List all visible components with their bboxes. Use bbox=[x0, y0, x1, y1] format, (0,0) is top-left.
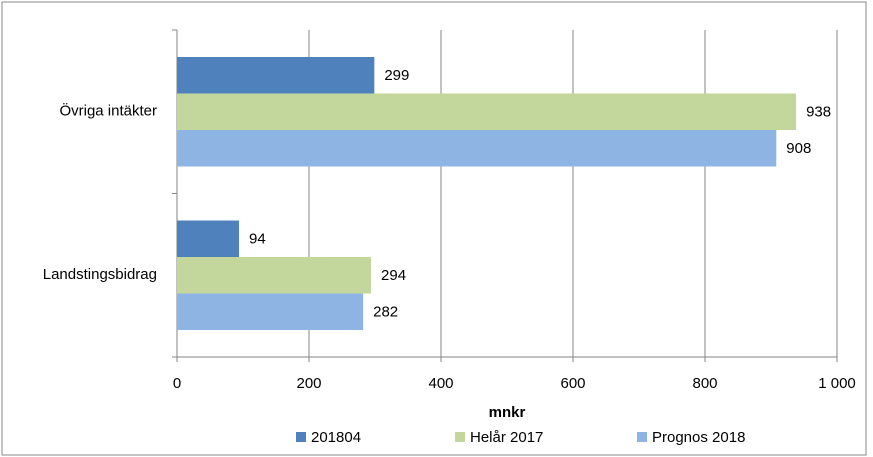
x-tick-label: 600 bbox=[560, 375, 585, 392]
x-tick-label: 800 bbox=[692, 375, 717, 392]
legend-swatch bbox=[455, 432, 465, 442]
bar bbox=[177, 220, 240, 257]
legend-label: Helår 2017 bbox=[470, 429, 543, 446]
y-tick-label: Landstingsbidrag bbox=[43, 266, 157, 283]
data-label: 294 bbox=[381, 267, 406, 284]
legend-swatch bbox=[637, 432, 647, 442]
x-axis-label: mnkr bbox=[489, 404, 526, 421]
legend-label: Prognos 2018 bbox=[652, 429, 745, 446]
data-label: 299 bbox=[384, 67, 409, 84]
x-tick-label: 200 bbox=[296, 375, 321, 392]
x-tick-label: 400 bbox=[428, 375, 453, 392]
bar bbox=[177, 130, 777, 167]
data-label: 938 bbox=[806, 104, 831, 121]
data-label: 282 bbox=[373, 304, 398, 321]
bar bbox=[177, 93, 797, 130]
bar bbox=[177, 257, 372, 294]
x-tick-label: 0 bbox=[173, 375, 181, 392]
bar bbox=[177, 57, 375, 94]
legend-swatch bbox=[296, 432, 306, 442]
bar bbox=[177, 293, 364, 330]
x-tick-label: 1 000 bbox=[818, 375, 856, 392]
legend-label: 201804 bbox=[311, 429, 361, 446]
y-tick-label: Övriga intäkter bbox=[59, 102, 157, 120]
data-label: 94 bbox=[249, 231, 266, 248]
data-label: 908 bbox=[786, 140, 811, 157]
